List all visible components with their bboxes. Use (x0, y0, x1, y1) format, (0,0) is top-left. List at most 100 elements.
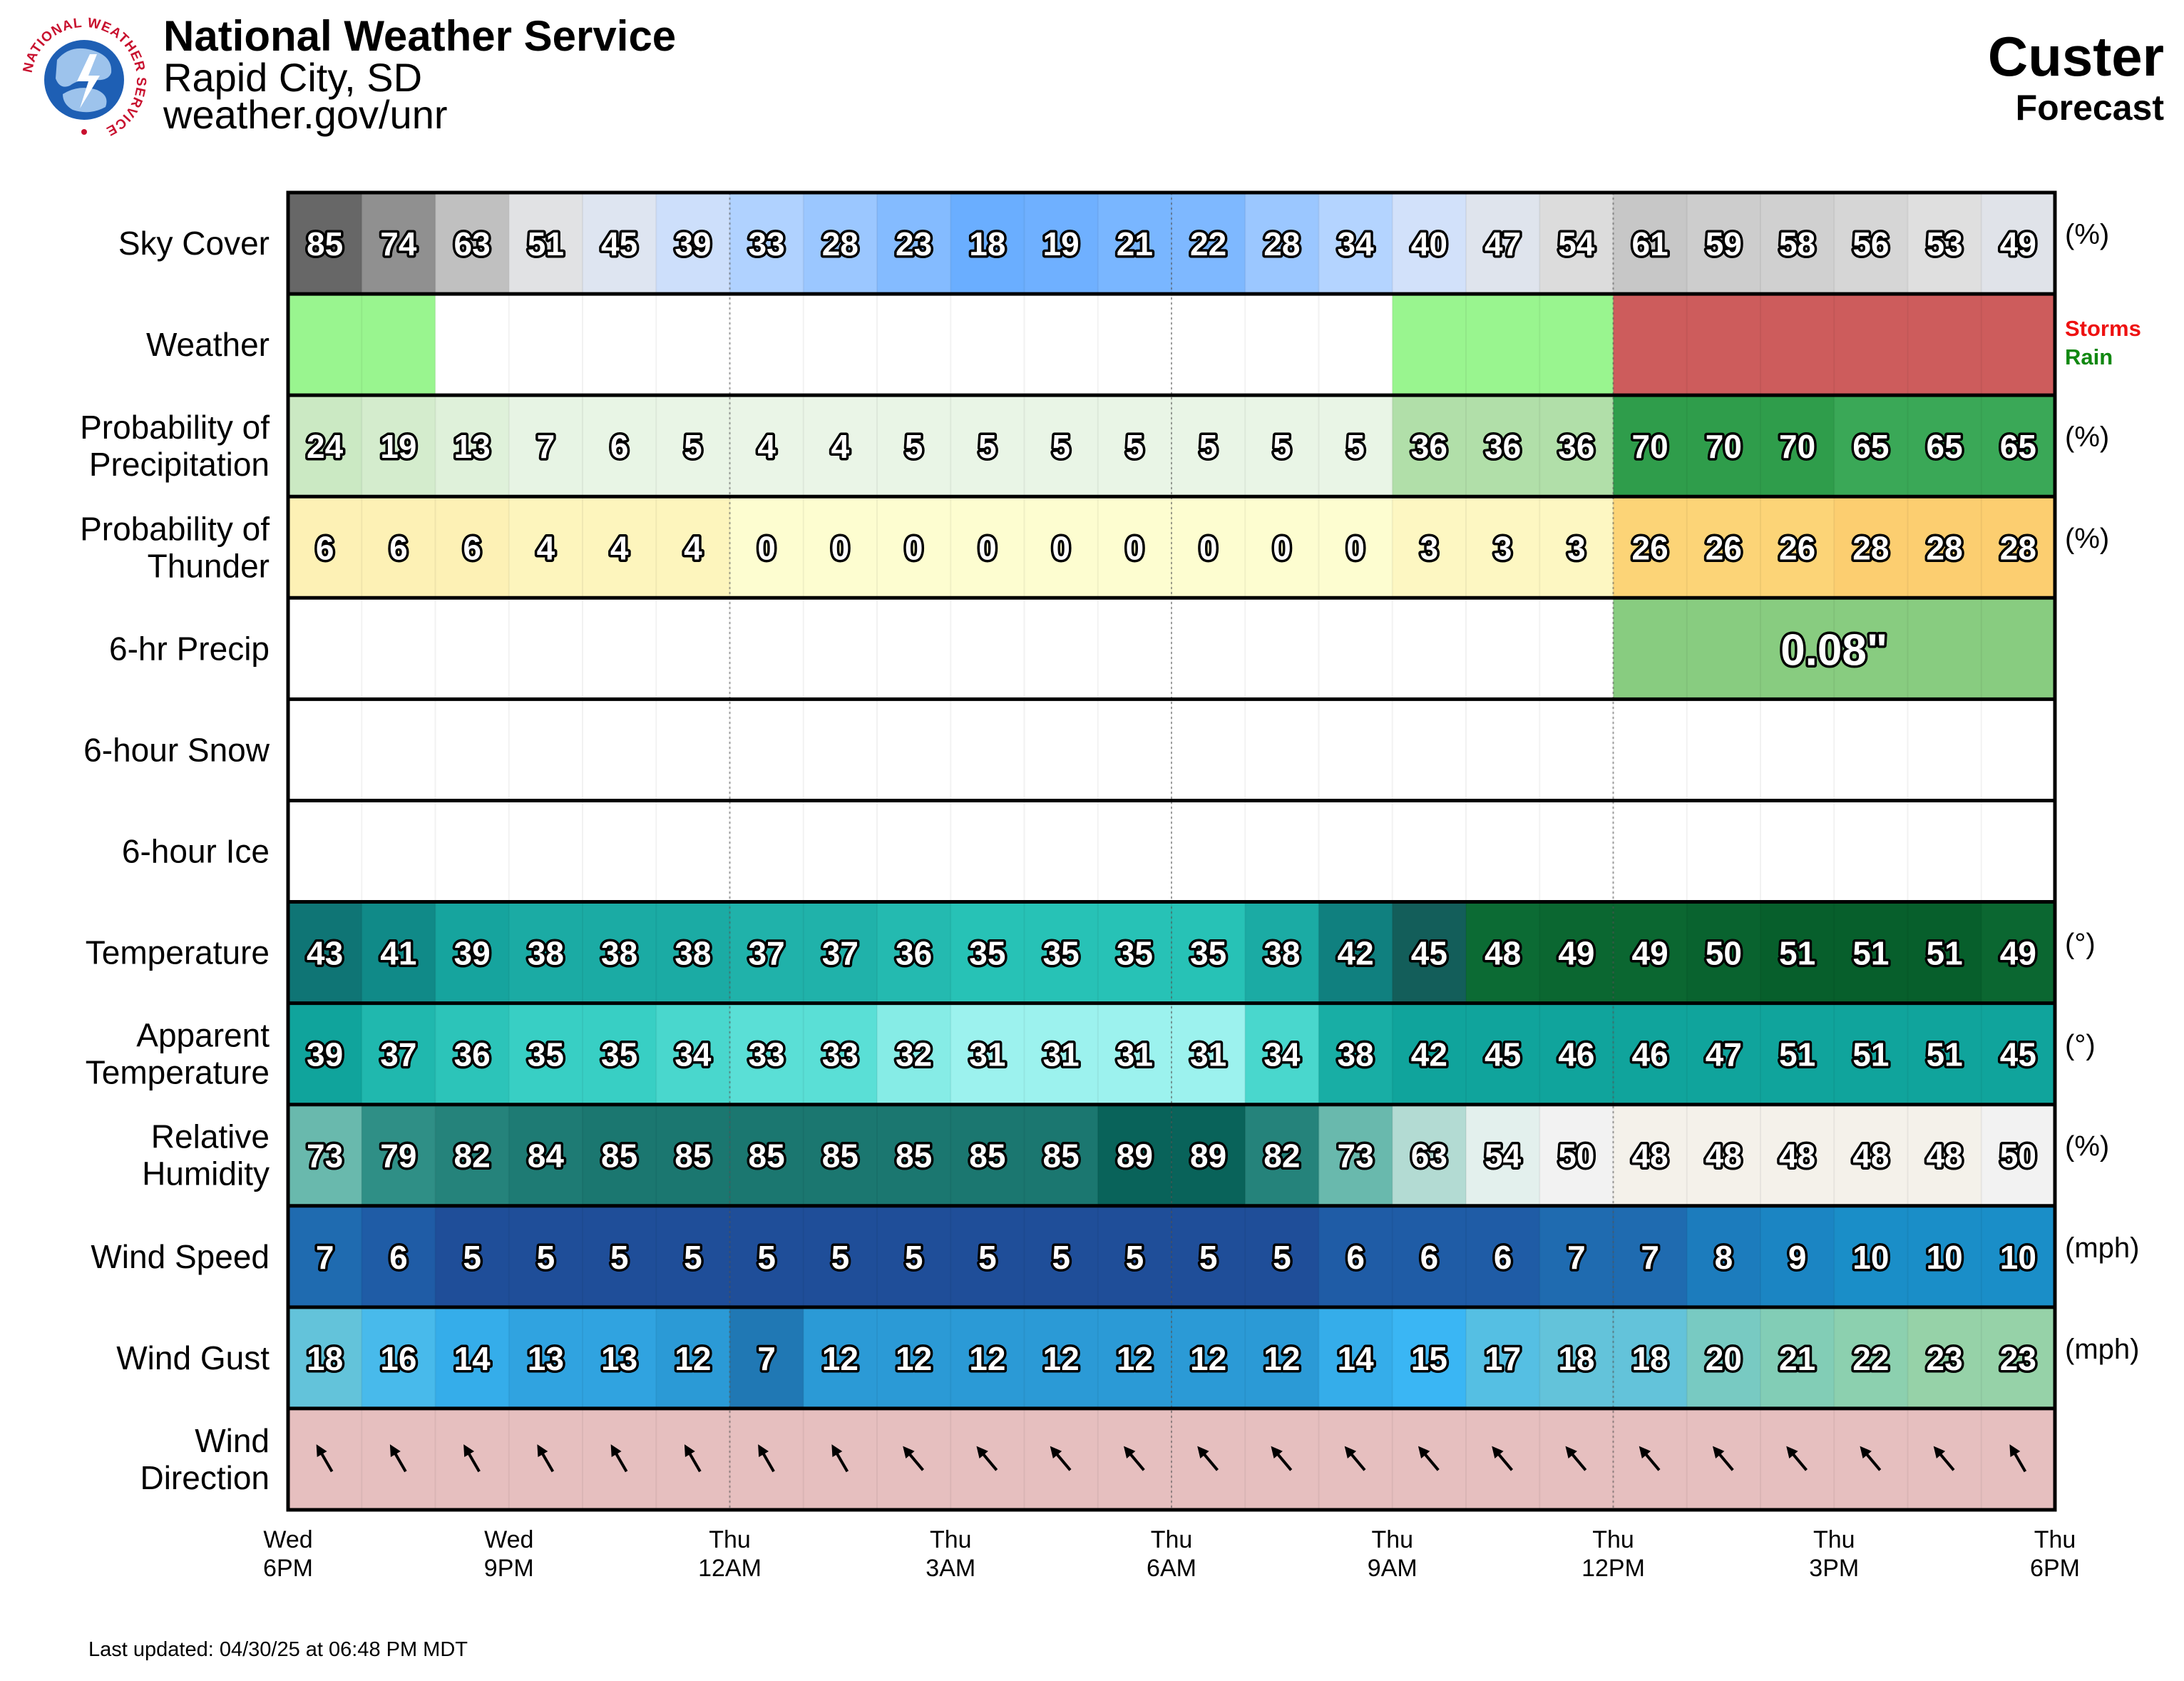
wind-value: 7 (1567, 1239, 1586, 1276)
sky-value: 28 (1263, 225, 1300, 262)
row-label-line: Temperature (86, 1054, 270, 1091)
temp-cell (1981, 901, 2056, 1003)
row-label-line: Thunder (148, 547, 270, 584)
sky-cell (656, 193, 731, 295)
wind-direction-arrow (389, 1444, 407, 1473)
arrow-head (1050, 1446, 1062, 1458)
sky-cell (877, 193, 951, 295)
sky-cell (1245, 193, 1320, 295)
wind-value: 7 (1641, 1239, 1659, 1276)
wind-direction-arrow (1197, 1446, 1219, 1471)
wind-direction-arrow (1786, 1446, 1808, 1471)
wind-cell (1245, 1205, 1320, 1307)
rh-value: 84 (528, 1138, 565, 1175)
sky-cell (1539, 193, 1614, 295)
wind-value: 5 (537, 1239, 555, 1276)
thunder-cell (1907, 496, 1982, 598)
temp-cell (362, 901, 436, 1003)
temp-value: 35 (1117, 935, 1153, 972)
gust-value: 12 (675, 1340, 711, 1377)
gust-value: 18 (307, 1340, 343, 1377)
sky-cell (1907, 193, 1982, 295)
pop-cell (656, 395, 731, 497)
rh-value: 48 (1927, 1138, 1963, 1175)
row-label-weather: Weather (146, 326, 270, 363)
gust-value: 14 (1338, 1340, 1375, 1377)
row-temp (288, 901, 2056, 1003)
sky-value: 39 (675, 225, 711, 262)
pop-value: 70 (1632, 428, 1668, 465)
office-url[interactable]: weather.gov/unr (163, 92, 448, 137)
arrow-head (684, 1444, 695, 1458)
rh-cell (950, 1104, 1025, 1206)
apparent-cell (288, 1003, 362, 1105)
wind-direction-background (288, 1408, 2055, 1510)
apparent-cell (1981, 1003, 2056, 1105)
arrow-head (1933, 1446, 1946, 1458)
rh-cell (877, 1104, 951, 1206)
wind-direction-arrow (1565, 1446, 1587, 1471)
wind-cell (362, 1205, 436, 1307)
gust-cell (288, 1307, 362, 1409)
arrow-head (758, 1444, 769, 1458)
apparent-value: 35 (528, 1036, 564, 1073)
temp-cell (1318, 901, 1393, 1003)
apparent-value: 34 (675, 1036, 712, 1073)
row-unit-gust: (mph) (2065, 1334, 2139, 1365)
apparent-cell (1834, 1003, 1909, 1105)
row-label-line: Apparent (136, 1017, 270, 1054)
wind-direction-arrow (316, 1444, 334, 1473)
temp-cell (1392, 901, 1467, 1003)
qpf-value: 0.08" (1780, 625, 1887, 675)
wind-direction-arrow (537, 1444, 555, 1473)
temp-value: 51 (1779, 935, 1815, 972)
thunder-value: 0 (1346, 529, 1365, 566)
sky-cell (803, 193, 878, 295)
rh-value: 73 (307, 1138, 343, 1175)
apparent-value: 45 (2000, 1036, 2036, 1073)
rh-cell (1245, 1104, 1320, 1206)
office-name: Rapid City, SD (163, 55, 423, 100)
thunder-cell (508, 496, 583, 598)
sky-value: 21 (1117, 225, 1153, 262)
time-label: Thu 3PM (1809, 1526, 1859, 1582)
gust-value: 21 (1779, 1340, 1815, 1377)
sky-value: 19 (1043, 225, 1080, 262)
apparent-cell (583, 1003, 657, 1105)
gust-value: 17 (1485, 1340, 1521, 1377)
arrow-head (1860, 1446, 1872, 1458)
rh-value: 48 (1706, 1138, 1742, 1175)
thunder-cell (1024, 496, 1099, 598)
row-label-line: 6-hour Ice (122, 833, 270, 870)
apparent-cell (1318, 1003, 1393, 1105)
time-label: Thu 3AM (926, 1526, 975, 1582)
wind-cell (1613, 1205, 1688, 1307)
apparent-value: 36 (454, 1036, 491, 1073)
pop-value: 4 (831, 428, 850, 465)
row-label-line: Humidity (142, 1155, 270, 1192)
rh-value: 89 (1190, 1138, 1226, 1175)
thunder-cell (803, 496, 878, 598)
sky-value: 63 (454, 225, 491, 262)
rh-value: 54 (1485, 1138, 1522, 1175)
wind-cell (1981, 1205, 2056, 1307)
temp-value: 49 (1632, 935, 1668, 972)
wind-value: 9 (1788, 1239, 1807, 1276)
temp-value: 38 (675, 935, 711, 972)
wind-direction-arrow (831, 1444, 849, 1473)
wind-value: 10 (1927, 1239, 1963, 1276)
sky-cell (1613, 193, 1688, 295)
thunder-cell (656, 496, 731, 598)
sky-value: 45 (601, 225, 637, 262)
row-sky (288, 193, 2056, 295)
wind-cell (1760, 1205, 1835, 1307)
wind-cell (1097, 1205, 1172, 1307)
wind-direction-arrow (2009, 1444, 2027, 1473)
rh-cell (1172, 1104, 1246, 1206)
gust-cell (1834, 1307, 1909, 1409)
rh-cell (1392, 1104, 1467, 1206)
wind-value: 10 (1852, 1239, 1889, 1276)
rh-cell (1613, 1104, 1688, 1206)
wind-value: 5 (1199, 1239, 1218, 1276)
wind-cell (1392, 1205, 1467, 1307)
